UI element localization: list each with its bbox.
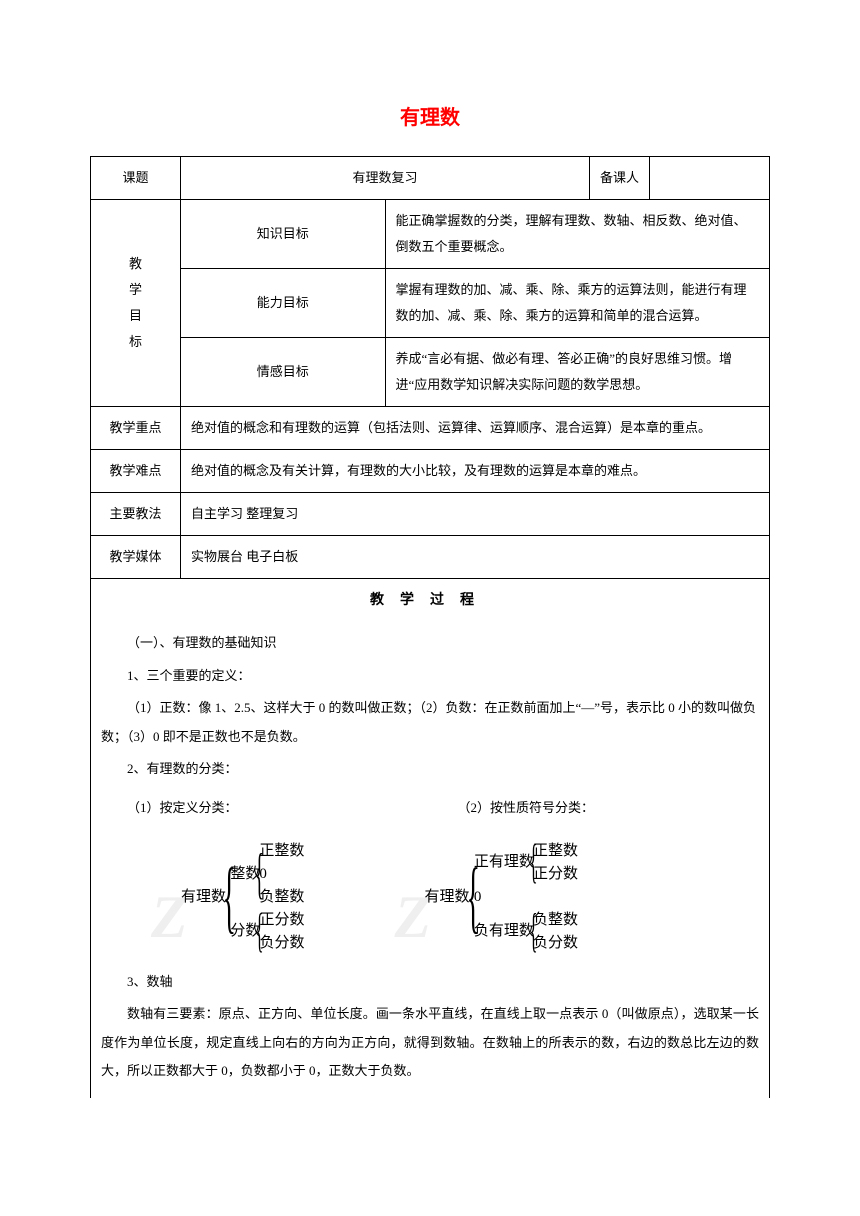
row-goal-knowledge: 教学目标 知识目标 能正确掌握数的分类，理解有理数、数轴、相反数、绝对值、倒数五… — [91, 200, 770, 269]
tree-b-n2-label: 负有理数 — [474, 921, 534, 942]
goals-vertical-label: 教学目标 — [91, 200, 181, 407]
brace-icon: { — [466, 863, 479, 931]
lesson-plan-table: 课题 有理数复习 备课人 教学目标 知识目标 能正确掌握数的分类，理解有理数、数… — [90, 156, 770, 1098]
brace-icon: { — [255, 849, 264, 899]
knowledge-goal-label: 知识目标 — [181, 200, 386, 269]
sec1-p4: 3、数轴 — [101, 968, 759, 997]
ability-goal-label: 能力目标 — [181, 269, 386, 338]
jiaofa-label: 主要教法 — [91, 493, 181, 536]
tree-b-block: Z 有理数 { 正有理数 { 正整数 正分数 — [425, 841, 579, 954]
row-keti: 课题 有理数复习 备课人 — [91, 157, 770, 200]
jiaofa-text: 自主学习 整理复习 — [181, 493, 770, 536]
nandian-text: 绝对值的概念及有关计算，有理数的大小比较，及有理数的运算是本章的难点。 — [181, 450, 770, 493]
sec1-p2: （1）正数：像 1、2.5、这样大于 0 的数叫做正数；（2）负数：在正数前面加… — [101, 694, 759, 751]
tree-b-n2a: 负整数 — [533, 910, 578, 931]
brace-icon: { — [529, 911, 537, 952]
tree-a: 有理数 { 整数 { 正整数 0 负整数 — [181, 841, 305, 954]
tree-b-mid: 0 — [474, 887, 578, 908]
beikeran-label: 备课人 — [590, 157, 650, 200]
emotion-goal-label: 情感目标 — [181, 338, 386, 407]
row-process: 教学过程 （一）、有理数的基础知识 1、三个重要的定义： （1）正数：像 1、2… — [91, 579, 770, 1098]
tree-b-n1: 正有理数 { 正整数 正分数 — [474, 841, 578, 885]
row-meiti: 教学媒体 实物展台 电子白板 — [91, 536, 770, 579]
keti-label: 课题 — [91, 157, 181, 200]
meiti-text: 实物展台 电子白板 — [181, 536, 770, 579]
row-jiaofa: 主要教法 自主学习 整理复习 — [91, 493, 770, 536]
sec1-p1: 1、三个重要的定义： — [101, 662, 759, 691]
tree-a-n2a: 正分数 — [259, 910, 304, 931]
process-header: 教学过程 — [101, 587, 759, 615]
tree-b-n2b: 负分数 — [533, 933, 578, 954]
tree-b-n1b: 正分数 — [533, 864, 578, 885]
tree-a-block: Z 有理数 { 整数 { 正整数 0 — [181, 841, 305, 954]
tree-a-n1b: 0 — [259, 864, 304, 885]
tree-a-n1c: 负整数 — [259, 887, 304, 908]
sec1-heading: （一）、有理数的基础知识 — [101, 629, 759, 658]
beikeran-value — [650, 157, 770, 200]
page-title: 有理数 — [90, 100, 770, 136]
sec1-p3: 2、有理数的分类： — [101, 755, 759, 784]
row-zhongdian: 教学重点 绝对值的概念和有理数的运算（包括法则、运算律、运算顺序、混合运算）是本… — [91, 407, 770, 450]
ability-goal-text: 掌握有理数的加、减、乘、除、乘方的运算法则，能进行有理数的加、减、乘、除、乘方的… — [385, 269, 770, 338]
tree-a-n1: 整数 { 正整数 0 负整数 — [230, 841, 304, 908]
tree-a-n2: 分数 { 正分数 负分数 — [230, 910, 304, 954]
classification-labels: （1）按定义分类： （2）按性质符号分类： — [101, 788, 759, 827]
row-goal-ability: 能力目标 掌握有理数的加、减、乘、除、乘方的运算法则，能进行有理数的加、减、乘、… — [91, 269, 770, 338]
zhongdian-text: 绝对值的概念和有理数的运算（包括法则、运算律、运算顺序、混合运算）是本章的重点。 — [181, 407, 770, 450]
process-body: （一）、有理数的基础知识 1、三个重要的定义： （1）正数：像 1、2.5、这样… — [101, 629, 759, 1086]
tree-b-n1-label: 正有理数 — [474, 852, 534, 873]
tree-a-root: 有理数 — [181, 881, 228, 914]
tree-a-n2b: 负分数 — [259, 933, 304, 954]
emotion-goal-text: 养成“言必有据、做必有理、答必正确”的良好思维习惯。增进“应用数学知识解决实际问… — [385, 338, 770, 407]
sec1-p5: 数轴有三要素：原点、正方向、单位长度。画一条水平直线，在直线上取一点表示 0（叫… — [101, 1000, 759, 1086]
tree-a-n1a: 正整数 — [259, 841, 304, 862]
row-goal-emotion: 情感目标 养成“言必有据、做必有理、答必正确”的良好思维习惯。增进“应用数学知识… — [91, 338, 770, 407]
meiti-label: 教学媒体 — [91, 536, 181, 579]
brace-icon: { — [256, 911, 264, 952]
tree-b-n1a: 正整数 — [533, 841, 578, 862]
brace-icon: { — [222, 863, 235, 931]
knowledge-goal-text: 能正确掌握数的分类，理解有理数、数轴、相反数、绝对值、倒数五个重要概念。 — [385, 200, 770, 269]
tree-b-root: 有理数 — [425, 881, 472, 914]
classification-trees: Z 有理数 { 整数 { 正整数 0 — [181, 841, 759, 954]
tree-b: 有理数 { 正有理数 { 正整数 正分数 — [425, 841, 579, 954]
zhongdian-label: 教学重点 — [91, 407, 181, 450]
row-nandian: 教学难点 绝对值的概念及有关计算，有理数的大小比较，及有理数的运算是本章的难点。 — [91, 450, 770, 493]
tree-b-n2: 负有理数 { 负整数 负分数 — [474, 910, 578, 954]
keti-value: 有理数复习 — [181, 157, 590, 200]
nandian-label: 教学难点 — [91, 450, 181, 493]
class-a-label: （1）按定义分类： — [127, 794, 238, 823]
brace-icon: { — [529, 842, 537, 883]
class-b-label: （2）按性质符号分类： — [458, 794, 595, 823]
